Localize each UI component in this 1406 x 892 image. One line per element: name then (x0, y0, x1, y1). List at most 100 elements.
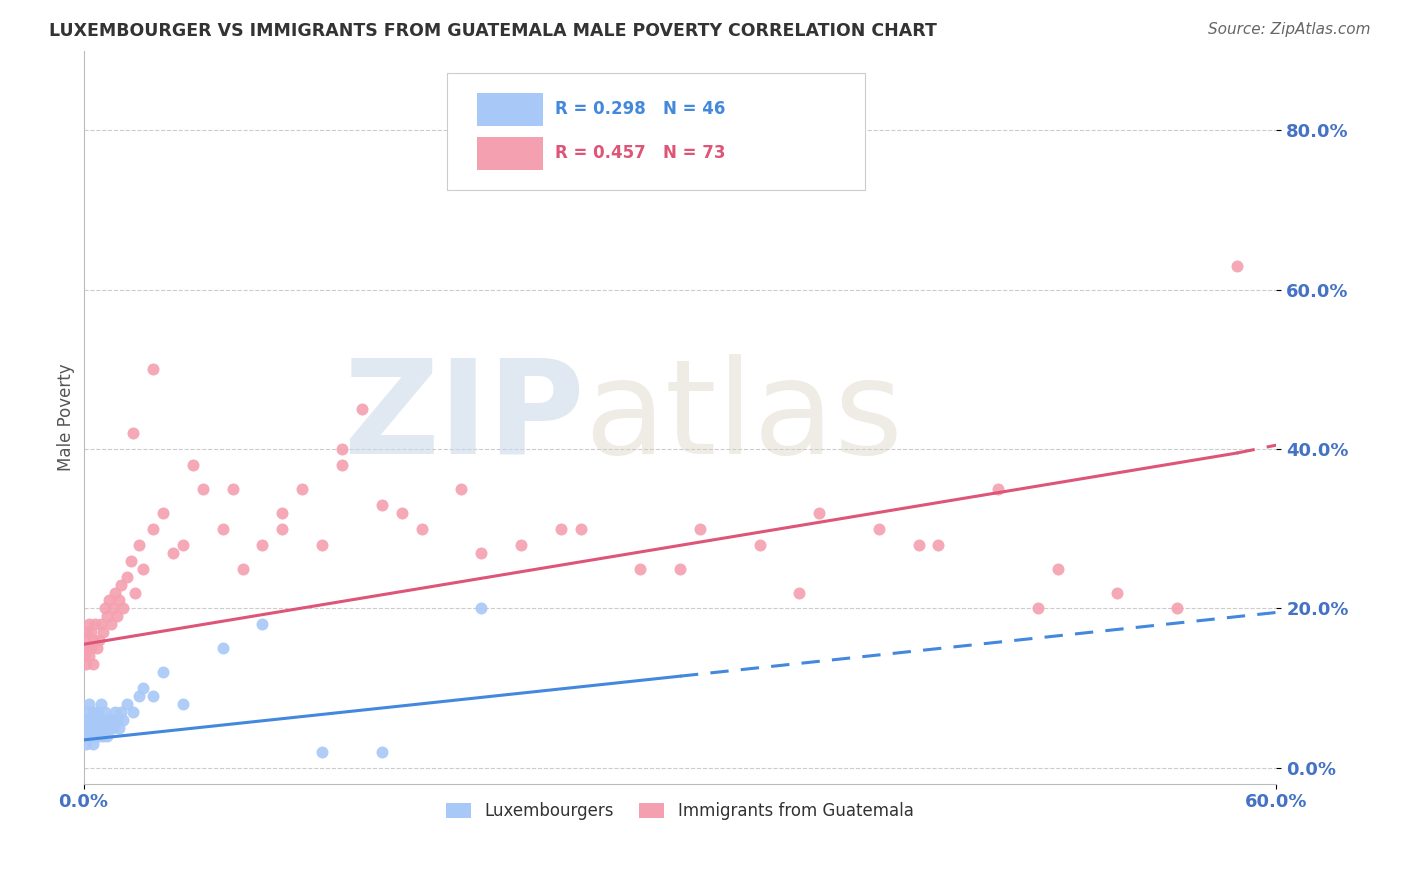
Point (112, 601, 135, 615)
Point (84, 617, 107, 632)
Point (232, 561, 254, 575)
Point (90, 721, 112, 735)
Point (927, 538, 949, 552)
Point (152, 665, 174, 680)
Point (93, 625, 115, 640)
Point (132, 561, 155, 575)
Bar (477, 136, 543, 169)
Point (669, 561, 692, 575)
Point (510, 538, 533, 552)
Point (86, 705, 108, 719)
Point (142, 362, 165, 376)
Point (104, 705, 127, 719)
Point (1107, 585, 1129, 599)
Point (569, 522, 592, 536)
Point (82, 737, 104, 751)
Point (391, 506, 413, 520)
Point (82, 633, 104, 648)
Point (84, 729, 107, 743)
Point (84, 713, 107, 727)
Point (76, 625, 98, 640)
Point (221, 482, 243, 496)
Point (787, 585, 810, 599)
Point (868, 522, 890, 536)
Point (124, 585, 146, 599)
Point (371, 745, 394, 759)
Point (75, 737, 97, 751)
Point (907, 538, 929, 552)
Point (100, 713, 122, 727)
FancyBboxPatch shape (447, 72, 865, 190)
Point (112, 713, 135, 727)
Point (152, 506, 174, 520)
Point (252, 538, 274, 552)
Point (98, 721, 121, 735)
Point (252, 617, 274, 632)
Point (86, 641, 108, 656)
Text: R = 0.457   N = 73: R = 0.457 N = 73 (555, 145, 725, 162)
Point (75, 657, 97, 672)
Text: Source: ZipAtlas.com: Source: ZipAtlas.com (1208, 22, 1371, 37)
Point (86, 721, 108, 735)
Text: R = 0.298   N = 46: R = 0.298 N = 46 (555, 100, 725, 119)
Point (128, 689, 150, 703)
Point (80, 721, 103, 735)
Point (411, 522, 433, 536)
Point (271, 506, 294, 520)
Point (105, 713, 128, 727)
Point (1026, 601, 1049, 615)
Point (79, 729, 101, 743)
Point (350, 402, 373, 417)
Point (110, 705, 132, 719)
Point (181, 458, 204, 472)
Point (108, 593, 131, 607)
Point (142, 689, 165, 703)
Point (79, 697, 101, 711)
Point (90, 697, 112, 711)
Point (1046, 561, 1069, 575)
Text: atlas: atlas (585, 354, 904, 481)
Point (108, 721, 131, 735)
Point (94, 601, 117, 615)
Text: ZIP: ZIP (343, 354, 585, 481)
Point (110, 577, 132, 591)
Point (80, 625, 103, 640)
Point (82, 721, 104, 735)
Point (80, 641, 103, 656)
Legend: Luxembourgers, Immigrants from Guatemala: Luxembourgers, Immigrants from Guatemala (440, 796, 920, 827)
Y-axis label: Male Poverty: Male Poverty (58, 363, 75, 471)
Point (987, 482, 1010, 496)
Point (72, 649, 94, 664)
Point (330, 458, 353, 472)
Point (82, 705, 104, 719)
Point (79, 617, 101, 632)
Point (80, 713, 103, 727)
Point (104, 585, 127, 599)
Point (470, 601, 492, 615)
Point (94, 721, 117, 735)
Point (191, 482, 214, 496)
Point (76, 721, 98, 735)
Point (122, 426, 145, 441)
Point (1166, 601, 1188, 615)
Point (172, 697, 194, 711)
Point (89, 713, 111, 727)
Point (128, 538, 150, 552)
Point (122, 705, 145, 719)
Point (103, 601, 125, 615)
Point (76, 705, 98, 719)
Point (470, 546, 492, 560)
Point (117, 697, 139, 711)
Point (142, 522, 165, 536)
Point (93, 713, 115, 727)
Point (94, 705, 117, 719)
Point (689, 522, 711, 536)
Point (748, 538, 770, 552)
Point (90, 617, 112, 632)
Point (89, 633, 111, 648)
Point (291, 482, 314, 496)
Point (93, 729, 115, 743)
Point (808, 506, 831, 520)
Point (1226, 259, 1249, 273)
Point (89, 729, 111, 743)
